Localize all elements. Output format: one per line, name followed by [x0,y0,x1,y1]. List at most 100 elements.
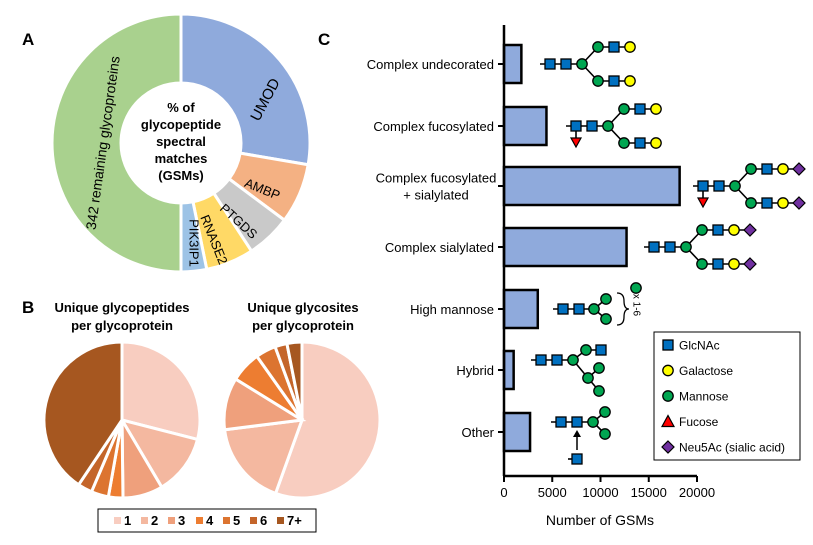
mannose-symbol [582,372,594,384]
glycan-complex-fucosylated [566,103,662,149]
glycan-bond [607,108,656,127]
bar [502,165,681,207]
pie-legend-label: 7+ [287,513,302,528]
glcnac-symbol [634,137,646,149]
category-label: Complex fucosylated [376,171,497,186]
donut-center-label: % of glycopeptide spectral matches (GSMs… [141,100,221,183]
category-label: Complex undecorated [367,57,494,72]
mannose-symbol [680,241,692,253]
bar [502,43,523,85]
galactose-symbol [777,197,789,209]
pie2-title: per glycoprotein [252,318,354,333]
glycan-legend: GlcNAc Galactose Mannose Fucose Neu5Ac (sial… [653,331,801,461]
mannose-symbol [618,137,630,149]
pie1-title: Unique glycopeptides [54,300,189,315]
pie-legend-swatch [277,517,284,524]
bar [502,411,532,453]
galactose-symbol [650,137,662,149]
glcnac-symbol [608,41,620,53]
pie2-slice-7- [285,340,304,421]
glcnac-symbol [595,344,607,356]
glcnac-symbol [544,58,556,70]
pie-chart-glycopeptides [42,340,202,500]
center-label-line: % of [167,100,195,115]
glycan-legend-box [653,331,801,461]
glcnac-symbol [662,339,674,351]
category-label: Complex fucosylated [373,119,494,134]
pie-legend-label: 6 [260,513,267,528]
galactose-symbol [624,75,636,87]
mannose-symbol [630,282,642,294]
mannose-symbol [662,390,674,402]
category-label: + sialylated [403,188,468,203]
pie-legend-swatch [168,517,175,524]
glycan-bond [581,46,630,65]
mannose-symbol [592,41,604,53]
pie-legend-label: 2 [151,513,158,528]
glycan-bond [581,63,630,82]
glcnac-symbol [697,180,709,192]
center-label-line: spectral [156,134,206,149]
pie2-slice-2 [222,418,305,496]
galactose-symbol [650,103,662,115]
mannose-symbol [593,362,605,374]
panel-label-c: C [318,30,330,49]
mannose-symbol [592,75,604,87]
donut-slice-umod [179,12,312,167]
mannose-symbol [618,103,630,115]
neu5ac-symbol [661,440,675,454]
pie1-slice-7- [42,340,124,487]
glcnac-symbol [571,453,583,465]
panel-label-b: B [22,298,34,317]
pie-legend-label: 1 [124,513,131,528]
glcnac-symbol [608,75,620,87]
galactose-symbol [777,163,789,175]
pie-legend-swatch [114,517,121,524]
glcnac-symbol [571,416,583,428]
pie-legend: 1 2 3 4 5 6 7+ [97,508,317,533]
mannose-symbol [745,163,757,175]
mannose-symbol [600,313,612,325]
glycan-other [551,406,611,465]
category-label: Other [461,425,494,440]
mannose-symbol [745,197,757,209]
x-tick-label: 5000 [538,485,567,500]
glcnac-symbol [586,120,598,132]
neu5ac-symbol [743,223,757,237]
repeat-annotation: x 1-6 [630,294,641,317]
mannose-symbol [587,416,599,428]
glcnac-symbol [761,163,773,175]
x-axis-title: Number of GSMs [546,512,654,528]
mannose-symbol [729,180,741,192]
fucose-symbol [696,197,710,209]
pie-chart-glycosites [222,340,382,500]
donut-label: PIK3IP1 [187,219,202,267]
pie-legend-label: 5 [233,513,240,528]
glycan-complex-fucosylated-sialylated [693,162,806,210]
mannose-symbol [602,120,614,132]
glycan-legend-label: Neu5Ac (sialic acid) [679,441,785,455]
pie-legend-swatch [141,517,148,524]
glcnac-symbol [551,354,563,366]
x-tick-label: 15000 [631,485,667,500]
glcnac-symbol [535,354,547,366]
category-label: High mannose [410,302,494,317]
fucose-symbol [660,414,676,428]
arrow-head [573,430,581,437]
glycan-legend-label: Fucose [679,415,719,429]
fucose-symbol [569,137,583,149]
pie-legend-swatch [250,517,257,524]
pie1-title: per glycoprotein [71,318,173,333]
glcnac-symbol [555,416,567,428]
category-label: Hybrid [456,363,494,378]
bar [502,105,548,147]
glcnac-symbol [557,303,569,315]
neu5ac-symbol [743,257,757,271]
panel-label-a: A [22,30,34,49]
pie-legend-label: 4 [206,513,214,528]
mannose-symbol [696,224,708,236]
bar [502,226,628,268]
pie2-slice-1 [273,340,382,500]
bar-chart-glycan-types: Complex undecorated Complex fucosylated Co… [367,25,715,528]
